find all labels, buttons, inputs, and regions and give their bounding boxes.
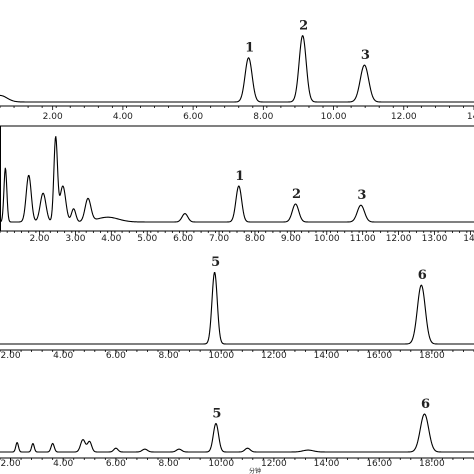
chromatogram-trace	[0, 135, 474, 223]
chromatogram-trace	[0, 272, 474, 345]
x-tick-label: 4.00	[113, 112, 133, 122]
peak-label: 6	[418, 268, 427, 283]
x-tick-label: 12.00	[261, 351, 287, 361]
x-tick-label: 6.00	[106, 351, 126, 361]
x-tick-label: 18.00	[419, 459, 445, 469]
peak-label: 3	[361, 48, 370, 63]
chromatogram-trace	[0, 35, 474, 103]
peak-label: 5	[211, 255, 220, 270]
peak-label: 5	[212, 407, 221, 422]
x-tick-label: 8.00	[245, 234, 265, 244]
x-tick-label: 6.00	[183, 112, 203, 122]
peak-label: 6	[421, 397, 430, 412]
peak-label: 1	[245, 41, 254, 56]
panel-c: 2.00 4.00 6.00 8.00 10.00 12.00 14.00 16.00 18.0…	[0, 255, 474, 361]
x-tick-label: 14.00	[314, 351, 340, 361]
x-tick-label: 10.00	[208, 459, 234, 469]
x-axis-caption: 分钟	[249, 467, 261, 474]
x-tick-label: 10.00	[321, 112, 347, 122]
x-tick-label: 2.00	[43, 112, 63, 122]
peak-label: 1	[235, 169, 244, 184]
x-tick-label: 6.00	[106, 459, 126, 469]
x-tick-label: 8.00	[159, 351, 179, 361]
panel-b: 2.00 3.00 4.00 5.00 6.00 7.00 8.00 9.00 10.00 11.…	[0, 125, 474, 244]
x-tick-label: 18.00	[419, 351, 445, 361]
panel-d: 2.00 4.00 6.00 8.00 10.00 12.00 14.00 16.00 18.0…	[0, 397, 474, 474]
x-tick-label: 6.00	[173, 234, 193, 244]
x-tick-label: 10.00	[208, 351, 234, 361]
x-tick-label: 4.00	[53, 459, 73, 469]
panel-a: 2.00 4.00 6.00 8.00 10.00 12.00 14. 1 2 3	[0, 19, 474, 122]
x-tick-label: 8.00	[253, 112, 273, 122]
peak-label: 2	[292, 187, 301, 202]
peak-label: 2	[299, 19, 308, 34]
x-tick-label: 2.00	[1, 351, 21, 361]
x-tick-label: 11.00	[350, 234, 376, 244]
x-tick-label: 5.00	[137, 234, 157, 244]
peak-label: 3	[357, 188, 366, 203]
x-tick-label: 14.	[463, 234, 474, 244]
x-tick-label: 10.00	[314, 234, 340, 244]
x-tick-label: 14.00	[314, 459, 340, 469]
x-tick-label: 12.00	[391, 112, 417, 122]
x-tick-label: 12.00	[386, 234, 412, 244]
chromatogram-trace	[0, 413, 474, 453]
x-tick-label: 9.00	[281, 234, 301, 244]
x-tick-label: 4.00	[53, 351, 73, 361]
x-tick-label: 16.00	[366, 459, 392, 469]
x-tick-label: 3.00	[65, 234, 85, 244]
x-tick-label: 16.00	[366, 351, 392, 361]
x-tick-label: 14.	[467, 112, 474, 122]
x-tick-label: 12.00	[261, 459, 287, 469]
x-tick-label: 7.00	[209, 234, 229, 244]
x-tick-label: 13.00	[422, 234, 448, 244]
x-tick-label: 8.00	[159, 459, 179, 469]
x-tick-label: 2.00	[1, 459, 21, 469]
x-tick-label: 2.00	[29, 234, 49, 244]
x-tick-label: 4.00	[101, 234, 121, 244]
